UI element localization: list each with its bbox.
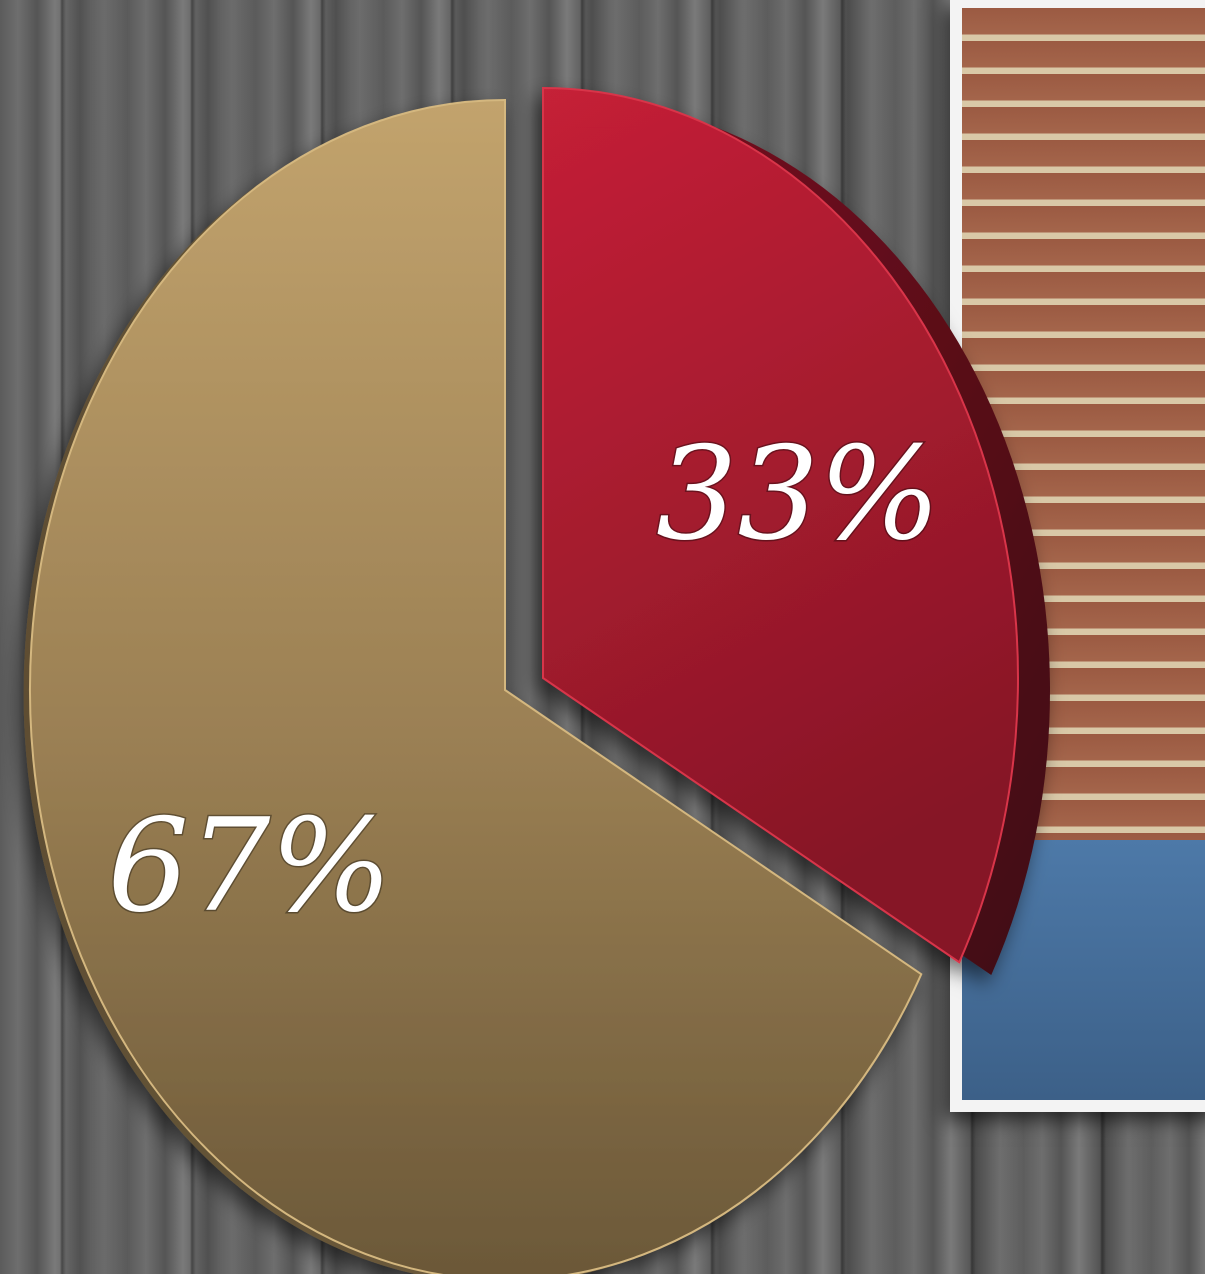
pie-slice-1-label: 67% <box>107 792 392 941</box>
pie-slice-0-label: 33% <box>656 420 941 569</box>
pie-slice-0 <box>542 86 1019 964</box>
pie-slice-1 <box>29 98 923 1274</box>
